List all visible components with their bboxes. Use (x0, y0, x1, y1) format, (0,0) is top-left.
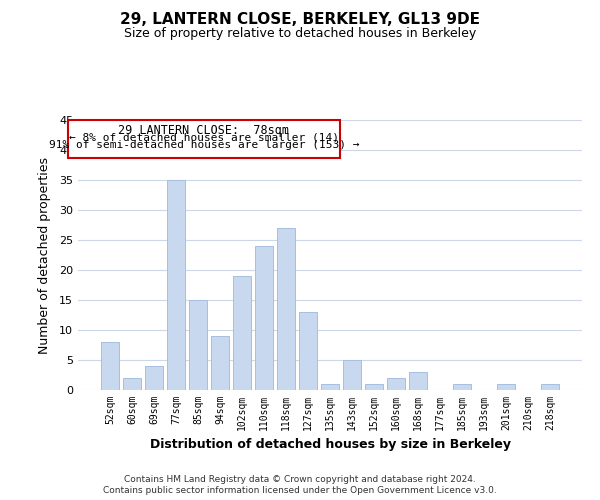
Bar (541, 384, 559, 390)
Text: Contains public sector information licensed under the Open Government Licence v3: Contains public sector information licen… (103, 486, 497, 495)
Text: 29 LANTERN CLOSE:  78sqm: 29 LANTERN CLOSE: 78sqm (119, 124, 290, 137)
Text: 29, LANTERN CLOSE, BERKELEY, GL13 9DE: 29, LANTERN CLOSE, BERKELEY, GL13 9DE (120, 12, 480, 28)
Text: Contains HM Land Registry data © Crown copyright and database right 2024.: Contains HM Land Registry data © Crown c… (124, 475, 476, 484)
Bar (409, 372, 427, 390)
Bar (277, 228, 295, 390)
Bar (299, 312, 317, 390)
Bar (167, 180, 185, 390)
Y-axis label: Number of detached properties: Number of detached properties (38, 156, 50, 354)
Bar (387, 378, 405, 390)
Text: ← 8% of detached houses are smaller (14): ← 8% of detached houses are smaller (14) (69, 132, 339, 142)
Bar (255, 246, 273, 390)
Bar (123, 378, 141, 390)
Bar (343, 360, 361, 390)
Bar (365, 384, 383, 390)
FancyBboxPatch shape (68, 120, 340, 158)
Bar (321, 384, 339, 390)
Bar (145, 366, 163, 390)
Text: 91% of semi-detached houses are larger (153) →: 91% of semi-detached houses are larger (… (49, 140, 359, 150)
X-axis label: Distribution of detached houses by size in Berkeley: Distribution of detached houses by size … (149, 438, 511, 452)
Bar (497, 384, 515, 390)
Bar (211, 336, 229, 390)
Bar (101, 342, 119, 390)
Bar (233, 276, 251, 390)
Text: Size of property relative to detached houses in Berkeley: Size of property relative to detached ho… (124, 28, 476, 40)
Bar (453, 384, 471, 390)
Bar (189, 300, 207, 390)
